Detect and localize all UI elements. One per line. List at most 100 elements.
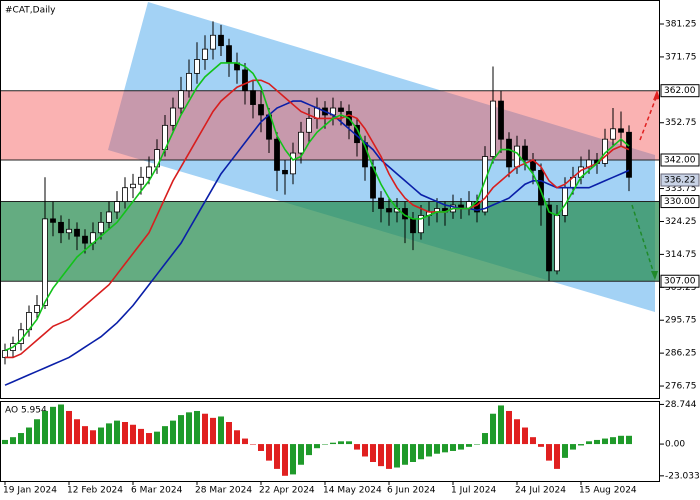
ao-bar	[66, 410, 72, 445]
zone	[0, 201, 660, 282]
candle-body	[82, 235, 88, 244]
ao-bar	[186, 412, 192, 445]
up-arrow-head	[653, 90, 660, 100]
ao-bar	[250, 444, 256, 445]
ao-bar	[370, 444, 376, 462]
ao-bar	[82, 426, 88, 445]
last-price-box	[660, 173, 700, 187]
ao-bar	[170, 420, 176, 445]
y-tick-label: 324.25	[665, 217, 697, 227]
ao-bar	[450, 444, 456, 451]
candle-body	[418, 215, 424, 234]
plot	[0, 21, 660, 386]
candle-body	[498, 100, 504, 140]
ao-bar	[594, 439, 600, 445]
x-tick-label: 14 May 2024	[323, 486, 382, 496]
candle-body	[490, 100, 496, 157]
ao-bar	[98, 427, 104, 445]
y-tick-label: 295.75	[665, 316, 697, 326]
y-tick-label: 314.75	[665, 250, 697, 260]
zone	[0, 90, 660, 160]
candle-body	[34, 305, 40, 313]
ao-bar	[162, 426, 168, 445]
ao-bar	[274, 444, 280, 469]
level-label: 342.00	[664, 155, 696, 165]
ao-bar	[570, 444, 576, 450]
ao-bar	[282, 444, 288, 476]
ao-bar	[10, 437, 16, 445]
candle-body	[106, 211, 112, 223]
ao-frame	[0, 401, 660, 482]
ao-bar	[578, 444, 584, 446]
up-arrow	[639, 94, 658, 141]
ao-bar	[354, 444, 360, 450]
ao-bar	[34, 419, 40, 445]
ao-bar	[218, 416, 224, 445]
ao-bar	[498, 405, 504, 445]
ao-bar	[338, 441, 344, 445]
ao-bar	[514, 419, 520, 445]
ao-bar	[154, 431, 160, 445]
ao-bar	[482, 433, 488, 445]
candle-body	[74, 228, 80, 237]
candle-body	[282, 169, 288, 175]
ao-bar	[298, 444, 304, 465]
ma-line	[4, 62, 630, 352]
ao-bar	[26, 427, 32, 445]
y-tick-label: 371.75	[665, 52, 697, 62]
candle-body	[50, 218, 56, 223]
candle-body	[618, 128, 624, 133]
ao-bar	[626, 435, 632, 445]
ao-bar	[530, 437, 536, 445]
ao-bar	[210, 417, 216, 445]
last-price-label: 336.22	[664, 176, 696, 186]
ao-bar	[378, 444, 384, 467]
ao-bar	[586, 441, 592, 445]
ao-bar	[194, 410, 200, 445]
candle-body	[626, 131, 632, 178]
candle-body	[306, 118, 312, 133]
candle-body	[98, 221, 104, 234]
down-arrow-head	[651, 271, 658, 280]
ao-tick-label: 28.744	[665, 400, 697, 410]
ao-bar	[602, 438, 608, 445]
candle-body	[130, 183, 136, 189]
candle-body	[138, 176, 144, 185]
y-tick-label: 381.25	[665, 20, 697, 30]
candle-body	[554, 215, 560, 272]
ao-bar	[242, 438, 248, 445]
ao-bar	[426, 444, 432, 457]
ao-bar	[522, 427, 528, 445]
ao-bar	[506, 410, 512, 445]
y-tick-label: 286.25	[665, 349, 697, 359]
candle-body	[66, 228, 72, 234]
ao-bar	[50, 406, 56, 445]
x-tick-label: 28 Mar 2024	[195, 486, 252, 496]
candle-body	[274, 138, 280, 171]
y-tick-label: 352.75	[665, 118, 697, 128]
ao-bar	[130, 424, 136, 445]
ao-bar	[258, 444, 264, 451]
ao-bar	[458, 444, 464, 450]
y-tick-label: 276.75	[665, 382, 697, 392]
ao-bar	[138, 428, 144, 445]
level-box	[660, 153, 700, 167]
candle-body	[170, 107, 176, 126]
level-box	[660, 274, 700, 288]
ao-bar	[42, 410, 48, 445]
level-box	[660, 84, 700, 98]
candle-body	[250, 90, 256, 105]
x-tick-label: 6 Jun 2024	[387, 486, 436, 496]
candle-body	[522, 145, 528, 161]
ma-line	[4, 100, 630, 386]
ao-tick-label: -23.033	[665, 471, 700, 481]
candle-body	[178, 90, 184, 109]
x-tick-label: 1 Jul 2024	[451, 486, 496, 496]
ao-bar	[114, 420, 120, 445]
candle-body	[210, 34, 216, 50]
ao-bar	[394, 444, 400, 468]
ao-bar	[122, 422, 128, 445]
ao-bar	[234, 430, 240, 445]
